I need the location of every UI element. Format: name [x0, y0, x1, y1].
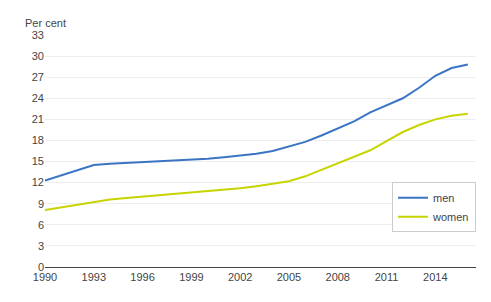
svg-text:2011: 2011: [375, 271, 399, 283]
svg-text:15: 15: [32, 155, 44, 167]
svg-text:18: 18: [32, 134, 44, 146]
svg-text:2014: 2014: [423, 271, 447, 283]
svg-text:21: 21: [32, 113, 44, 125]
svg-text:6: 6: [38, 219, 44, 231]
svg-text:women: women: [432, 211, 468, 223]
svg-text:1993: 1993: [82, 271, 106, 283]
svg-text:0: 0: [38, 261, 44, 273]
svg-text:12: 12: [32, 176, 44, 188]
svg-text:1999: 1999: [179, 271, 203, 283]
svg-text:2002: 2002: [228, 271, 252, 283]
svg-text:1990: 1990: [33, 271, 57, 283]
svg-text:men: men: [433, 192, 454, 204]
svg-text:1996: 1996: [130, 271, 154, 283]
svg-text:24: 24: [32, 92, 44, 104]
svg-text:Per cent: Per cent: [25, 17, 66, 29]
svg-text:3: 3: [38, 240, 44, 252]
svg-text:33: 33: [32, 29, 44, 41]
svg-text:9: 9: [38, 198, 44, 210]
svg-text:2005: 2005: [277, 271, 301, 283]
svg-text:2008: 2008: [326, 271, 350, 283]
svg-text:27: 27: [32, 71, 44, 83]
svg-text:30: 30: [32, 50, 44, 62]
